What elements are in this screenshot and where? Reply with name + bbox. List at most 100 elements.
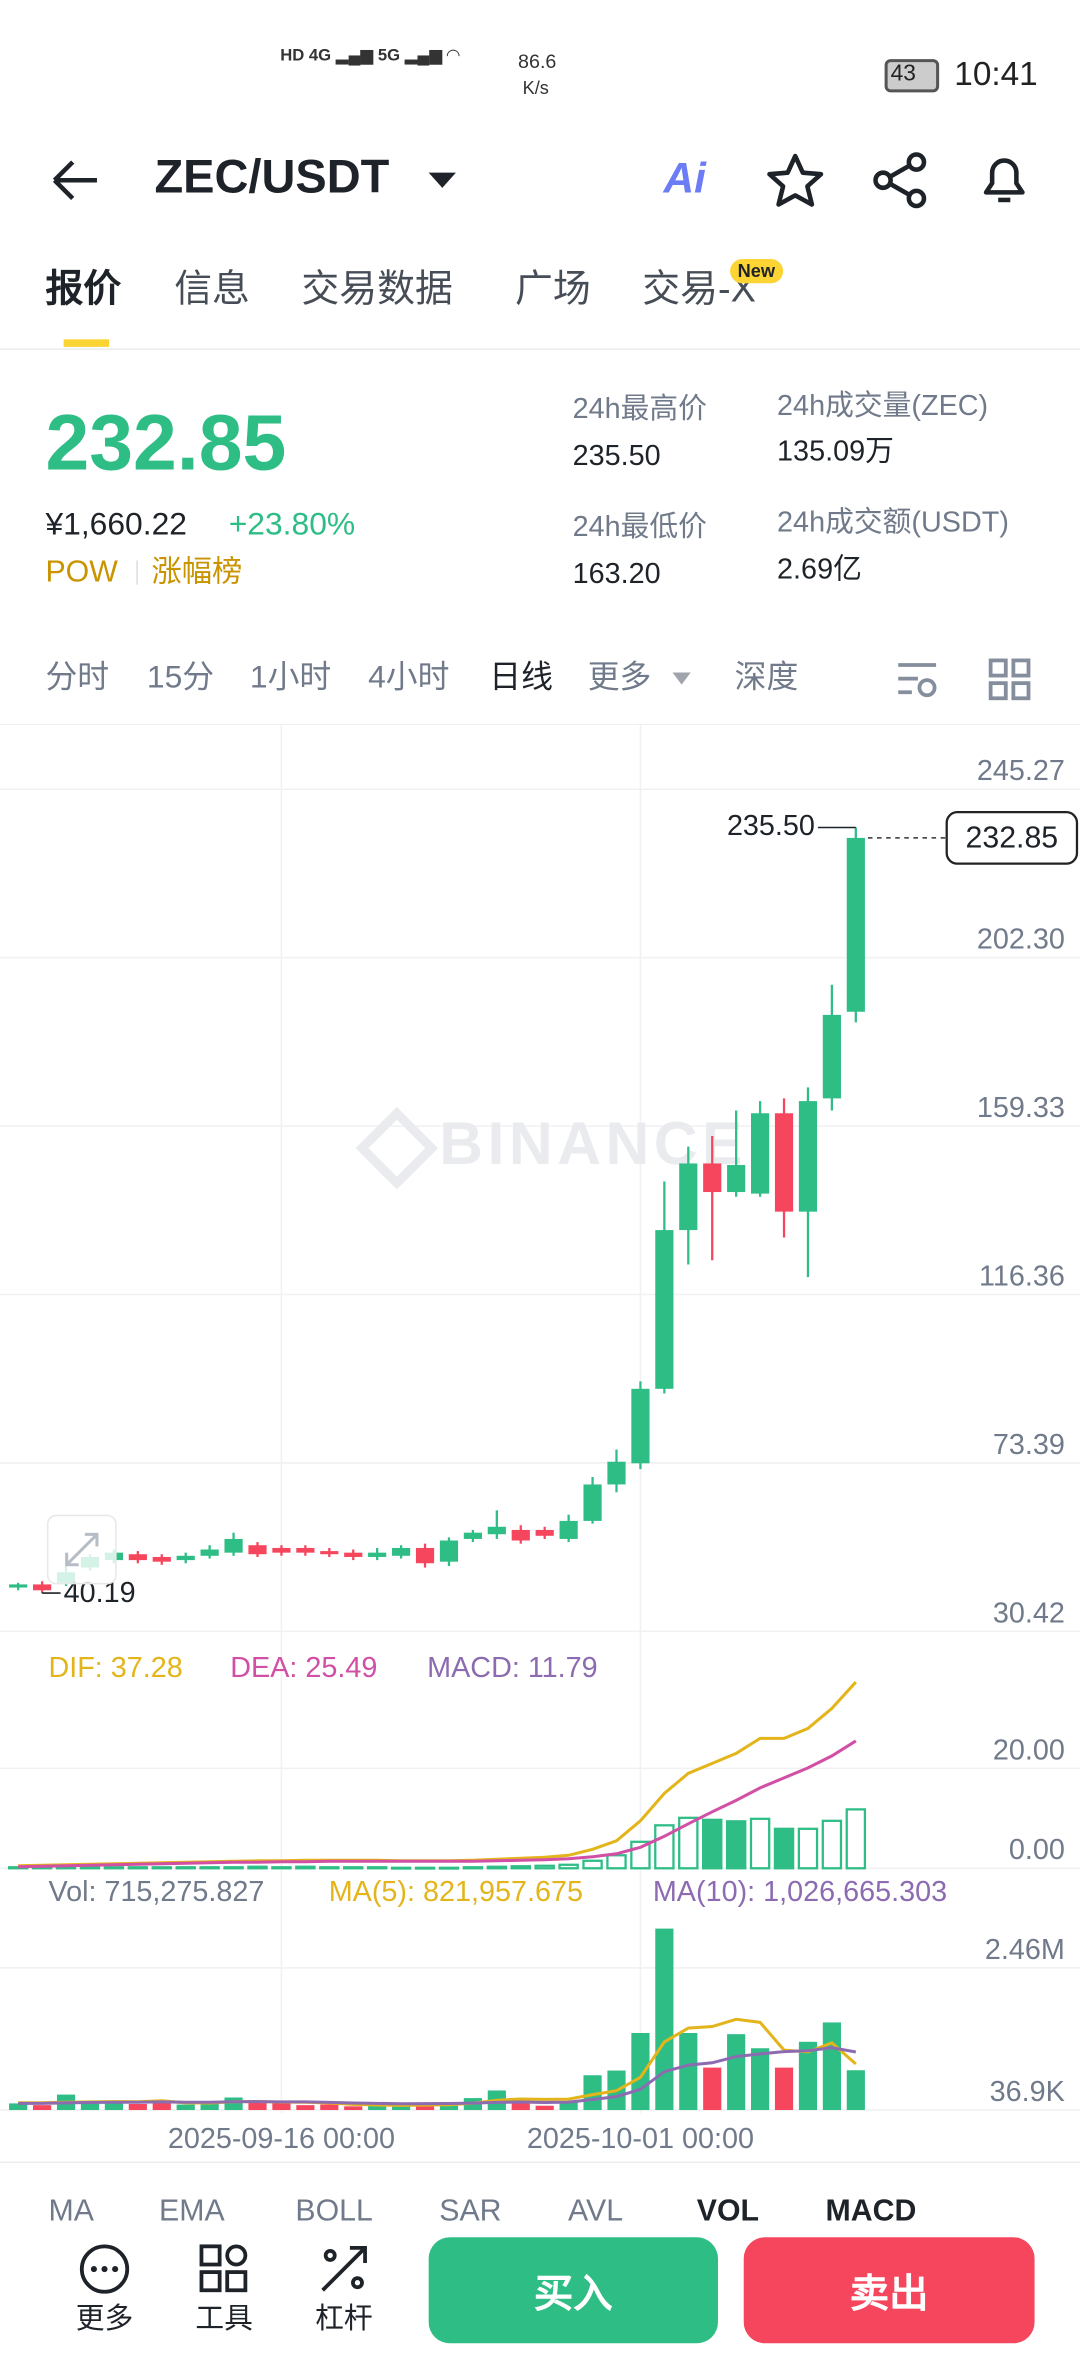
candle-body <box>535 1529 554 1536</box>
indicator-tab[interactable]: MA <box>48 2194 94 2229</box>
pair-dropdown[interactable] <box>427 170 457 191</box>
cny-price: ¥1,660.22 <box>45 507 187 543</box>
tab[interactable]: 交易数据 <box>301 268 453 311</box>
volume-bar <box>822 2022 841 2111</box>
candle-body <box>727 1165 746 1193</box>
stat-label: 24h成交额(USDT) <box>777 507 1009 540</box>
favorite-button[interactable] <box>765 151 826 209</box>
macd-bar <box>414 1866 436 1870</box>
legend-entry: DIF: 37.28 <box>48 1652 182 1684</box>
last-price: 232.85 <box>45 399 287 488</box>
volume-bar <box>392 2105 411 2111</box>
candle-body <box>415 1547 435 1564</box>
volume-bar <box>703 2067 722 2111</box>
indicator-tab[interactable]: BOLL <box>295 2194 373 2229</box>
macd-bar <box>486 1865 508 1870</box>
macd-bar <box>821 1819 843 1870</box>
candle-body <box>559 1520 578 1539</box>
macd-bar <box>366 1866 388 1870</box>
interval[interactable]: 分时 <box>45 660 110 696</box>
indicator-tab[interactable]: VOL <box>696 2194 760 2229</box>
macd-bar <box>175 1866 196 1870</box>
pair-title[interactable]: ZEC/USDT <box>154 149 390 203</box>
candle-body <box>463 1532 482 1539</box>
tag[interactable]: 涨幅榜 <box>151 555 243 590</box>
candle-body <box>798 1101 818 1212</box>
interval[interactable]: 4小时 <box>368 660 450 696</box>
candle-body <box>248 1545 267 1555</box>
macd-bar <box>390 1866 412 1870</box>
clock: 10:41 <box>954 54 1038 93</box>
tag[interactable]: POW <box>45 555 118 590</box>
indicator-tab[interactable]: AVL <box>568 2194 624 2229</box>
macd-bar <box>199 1866 220 1870</box>
candle-body <box>511 1529 530 1541</box>
interval[interactable]: 日线 <box>489 660 553 696</box>
volume-bar <box>774 2067 794 2111</box>
interval[interactable]: 1小时 <box>249 660 332 696</box>
tools-icon[interactable] <box>197 2242 252 2297</box>
volume-bar <box>176 2104 195 2111</box>
candle-body <box>439 1540 459 1562</box>
candle-body <box>774 1113 794 1212</box>
tab[interactable]: 信息 <box>174 268 250 311</box>
candle-body <box>344 1552 363 1557</box>
tool-label[interactable]: 杠杆 <box>315 2303 373 2336</box>
candle-body <box>655 1230 674 1389</box>
layout-toggle[interactable] <box>988 657 1033 702</box>
candle-body <box>368 1552 387 1557</box>
volume-bar <box>415 2103 435 2111</box>
stat-value: 2.69亿 <box>777 554 862 587</box>
macd-bar <box>79 1866 101 1870</box>
volume-bar <box>368 2105 387 2111</box>
leverage-icon[interactable] <box>317 2242 372 2297</box>
change: +23.80% <box>228 507 356 543</box>
high-label: 235.50 <box>727 810 815 842</box>
ai-button[interactable]: Ai <box>663 154 706 202</box>
stat-label: 24h成交量(ZEC) <box>777 390 989 423</box>
watermark-logo <box>355 1106 439 1190</box>
more-arrow <box>672 672 691 685</box>
indicator-tab[interactable]: MACD <box>825 2194 917 2229</box>
volume-bar <box>511 2099 530 2111</box>
sell-button[interactable]: 卖出 <box>743 2237 1035 2344</box>
candle-body <box>679 1163 698 1231</box>
volume-bar <box>798 2041 818 2111</box>
macd-bar <box>678 1816 699 1870</box>
indicator-tab[interactable]: SAR <box>439 2194 502 2229</box>
interval[interactable]: 深度 <box>734 660 799 696</box>
legend-entry: MA(10): 1,026,665.303 <box>653 1876 947 1908</box>
net-speed: 86.6 <box>518 49 557 73</box>
candle-body <box>272 1547 291 1553</box>
x-tick-label: 2025-10-01 00:00 <box>527 2123 754 2155</box>
candle-body <box>176 1555 195 1561</box>
tool-label[interactable]: 更多 <box>75 2303 134 2336</box>
volume-bar <box>200 2102 219 2111</box>
tool-label[interactable]: 工具 <box>195 2303 253 2336</box>
candle-body <box>703 1163 722 1193</box>
more-icon[interactable] <box>77 2242 132 2297</box>
candle-body <box>392 1547 411 1556</box>
interval[interactable]: 15分 <box>146 660 215 696</box>
candle-body <box>607 1461 626 1485</box>
indicator-tab[interactable]: EMA <box>159 2194 225 2229</box>
macd-bar <box>247 1865 268 1870</box>
back-button[interactable] <box>45 155 106 207</box>
interval[interactable]: 更多 <box>587 660 652 696</box>
macd-bar <box>510 1865 531 1870</box>
last-price-label: 232.85 <box>966 821 1059 854</box>
volume-bar <box>846 2070 865 2111</box>
macd-bar <box>103 1866 125 1870</box>
macd-bar <box>582 1859 603 1870</box>
share-button[interactable] <box>871 151 932 209</box>
tab[interactable]: 报价 <box>45 268 122 311</box>
fullscreen-button[interactable] <box>46 1514 117 1585</box>
volume-bar <box>296 2105 315 2111</box>
chart-settings[interactable] <box>894 657 942 702</box>
y-tick-label: 0.00 <box>1009 1834 1065 1866</box>
battery-icon <box>884 59 940 93</box>
y-tick-label: 73.39 <box>993 1429 1065 1461</box>
alert-button[interactable] <box>974 150 1035 211</box>
tab[interactable]: 广场 <box>515 268 591 311</box>
buy-button[interactable]: 买入 <box>428 2237 718 2344</box>
